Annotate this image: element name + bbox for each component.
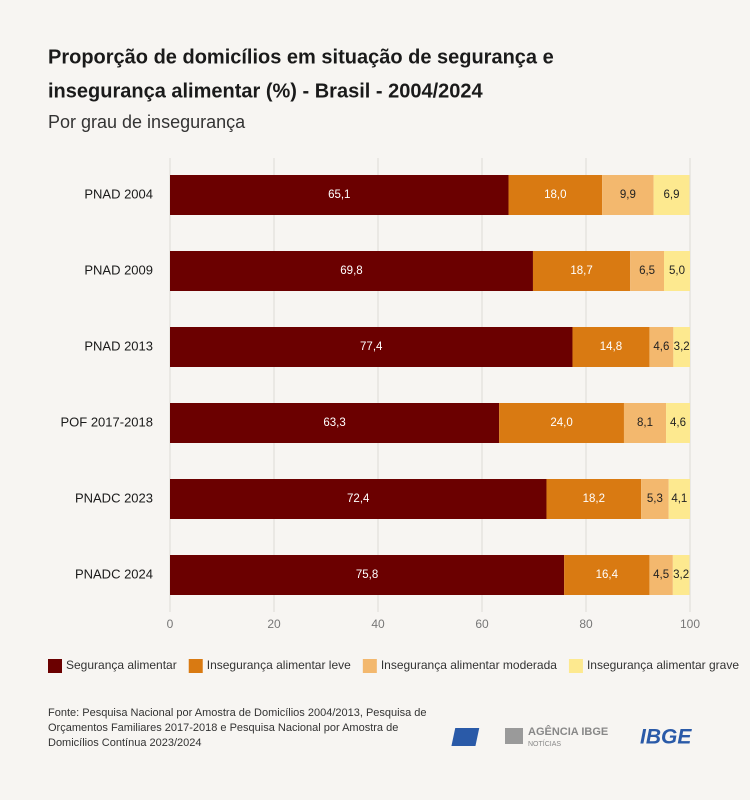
bar-segment — [564, 555, 650, 595]
source-text: Fonte: Pesquisa Nacional por Amostra de … — [48, 707, 427, 719]
value-label: 24,0 — [550, 417, 572, 429]
bar-segment — [602, 175, 654, 215]
bar-segment — [649, 327, 674, 367]
bar-segment — [499, 403, 624, 443]
legend-swatch — [362, 659, 377, 673]
bar-segment — [170, 327, 573, 367]
bar-segment — [630, 251, 664, 291]
value-label: 63,3 — [323, 417, 345, 429]
bar-segment — [546, 479, 642, 519]
value-label: 18,7 — [570, 265, 592, 277]
legend-swatch — [188, 659, 203, 673]
logo-text: AGÊNCIA IBGE — [528, 725, 608, 738]
value-label: 18,2 — [583, 493, 605, 505]
value-label: 3,2 — [674, 341, 690, 353]
value-label: 3,2 — [673, 569, 689, 581]
logo-text: IBGE — [640, 726, 692, 749]
value-label: 4,6 — [653, 341, 669, 353]
value-label: 5,0 — [669, 265, 685, 277]
value-label: 72,4 — [347, 493, 370, 505]
chart-subtitle: Por grau de insegurança — [48, 112, 246, 132]
y-tick-label: POF 2017-2018 — [60, 414, 153, 429]
legend-swatch — [48, 659, 62, 673]
legend-label: Insegurança alimentar moderada — [381, 658, 557, 672]
logo-icon — [505, 728, 523, 744]
x-tick-label: 80 — [579, 617, 593, 631]
x-tick-label: 100 — [680, 617, 700, 631]
bar-segment — [170, 175, 509, 215]
bar-segment — [672, 555, 690, 595]
value-label: 6,5 — [639, 265, 655, 277]
logo-agencia: AGÊNCIA IBGE NOTÍCIAS — [505, 725, 608, 748]
x-tick-label: 40 — [371, 617, 385, 631]
bar-segment — [532, 251, 631, 291]
logo-ibge: IBGE — [451, 726, 692, 749]
bar-segment — [641, 479, 669, 519]
bar-segment — [170, 251, 533, 291]
bar-segment — [664, 251, 690, 291]
source-text: Domicílios Contínua 2023/2024 — [48, 737, 201, 749]
y-tick-label: PNAD 2013 — [84, 338, 153, 353]
value-label: 77,4 — [360, 341, 383, 353]
value-label: 16,4 — [596, 569, 619, 581]
chart-title: Proporção de domicílios em situação de s… — [48, 46, 554, 68]
value-label: 75,8 — [356, 569, 378, 581]
legend-label: Segurança alimentar — [66, 658, 177, 672]
y-tick-label: PNAD 2004 — [84, 186, 153, 201]
bar-segment — [508, 175, 603, 215]
y-tick-label: PNAD 2009 — [84, 262, 153, 277]
y-tick-label: PNADC 2023 — [75, 490, 153, 505]
value-label: 5,3 — [647, 493, 663, 505]
bar-segment — [649, 555, 673, 595]
value-label: 6,9 — [664, 189, 680, 201]
y-tick-label: PNADC 2024 — [75, 566, 153, 581]
bar-segment — [668, 479, 690, 519]
value-label: 69,8 — [340, 265, 362, 277]
value-label: 4,1 — [671, 493, 687, 505]
bar-segment — [170, 555, 565, 595]
value-label: 14,8 — [600, 341, 622, 353]
value-label: 9,9 — [620, 189, 636, 201]
logo-icon — [451, 728, 480, 746]
bar-segment — [666, 403, 690, 443]
bar-segment — [170, 479, 547, 519]
legend-label: Insegurança alimentar grave — [587, 658, 739, 672]
bar-segment — [673, 327, 690, 367]
value-label: 4,5 — [653, 569, 669, 581]
value-label: 18,0 — [544, 189, 566, 201]
source-text: Orçamentos Familiares 2017-2018 e Pesqui… — [48, 722, 398, 734]
x-tick-label: 0 — [167, 617, 174, 631]
x-tick-label: 20 — [267, 617, 281, 631]
chart-title: insegurança alimentar (%) - Brasil - 200… — [48, 80, 484, 102]
bar-segment — [653, 175, 690, 215]
logo-text: NOTÍCIAS — [528, 739, 561, 748]
x-tick-label: 60 — [475, 617, 489, 631]
bar-segment — [170, 403, 500, 443]
value-label: 4,6 — [670, 417, 686, 429]
legend-swatch — [568, 659, 583, 673]
bar-segment — [572, 327, 650, 367]
bar-segment — [623, 403, 667, 443]
value-label: 8,1 — [637, 417, 653, 429]
value-label: 65,1 — [328, 189, 350, 201]
legend-label: Insegurança alimentar leve — [207, 658, 351, 672]
